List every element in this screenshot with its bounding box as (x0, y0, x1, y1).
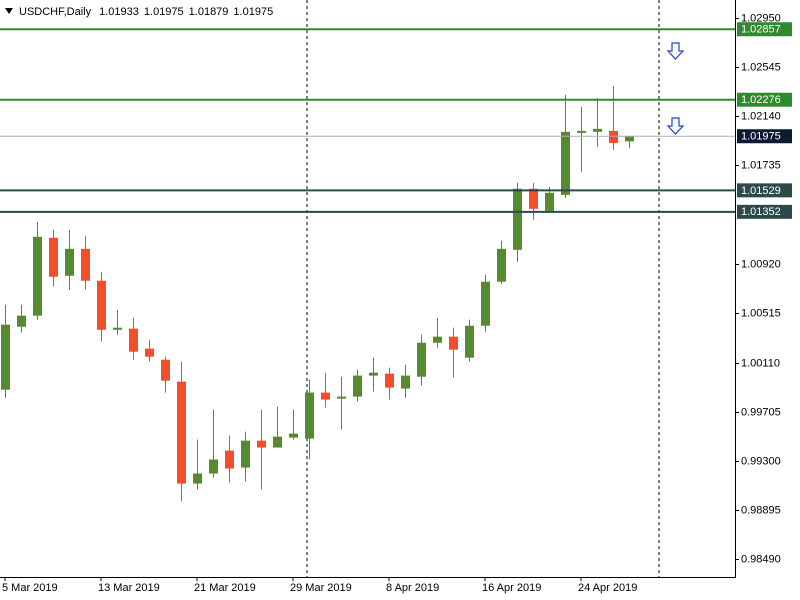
y-tick-label: 1.00920 (741, 258, 781, 270)
candle-body (33, 236, 42, 316)
candle-body (481, 281, 490, 326)
y-tick-label: 1.00110 (741, 357, 780, 369)
chart-header: USDCHF,Daily 1.01933 1.01975 1.01879 1.01975 (19, 6, 273, 18)
candle-body (561, 131, 570, 195)
level-label: 1.02276 (741, 94, 781, 106)
x-tick-label: 8 Apr 2019 (386, 582, 439, 594)
candle-body (65, 248, 74, 276)
candle-body (209, 459, 218, 474)
candle-body (289, 433, 298, 438)
chart-title: USDCHF,Daily (19, 6, 92, 18)
candle-body (609, 130, 618, 143)
menu-triangle[interactable] (5, 8, 13, 14)
header-close: 1.01975 (233, 6, 273, 18)
y-tick-label: 0.98490 (741, 553, 781, 565)
candle-body (273, 436, 282, 448)
level-label: 1.01529 (741, 185, 781, 197)
candle-body (513, 188, 522, 250)
candle-body (241, 440, 250, 468)
y-tick-label: 1.02545 (741, 61, 781, 73)
candle-body (161, 359, 170, 381)
header-open: 1.01933 (99, 6, 139, 18)
candle-body (369, 372, 378, 376)
down-arrow (666, 42, 685, 60)
y-tick-label: 1.00515 (741, 307, 781, 319)
candle-body (1, 324, 10, 390)
candle-body (593, 128, 602, 132)
candle-body (17, 315, 26, 327)
candle-body (225, 450, 234, 469)
y-tick-label: 0.99300 (741, 455, 781, 467)
x-tick-label: 16 Apr 2019 (482, 582, 541, 594)
candle-body (257, 440, 266, 448)
level-label-bg (737, 92, 792, 107)
candle-body (433, 336, 442, 343)
x-tick-label: 13 Mar 2019 (98, 582, 160, 594)
candle-body (321, 392, 330, 400)
candle-body (401, 375, 410, 389)
candle-body (625, 136, 634, 142)
candle-body (545, 192, 554, 211)
y-tick-label: 0.98895 (741, 504, 781, 516)
level-label-bg (737, 183, 792, 198)
candle-body (113, 327, 122, 330)
y-tick-label: 0.99705 (741, 406, 781, 418)
candle-body (529, 188, 538, 209)
candle-body (177, 381, 186, 484)
level-label-bg (737, 22, 792, 37)
candle-body (497, 248, 506, 282)
candle-body (337, 396, 346, 399)
level-label-bg (737, 129, 792, 144)
y-tick-label: 1.01735 (741, 159, 781, 171)
candle-body (305, 392, 314, 439)
candle-body (145, 348, 154, 357)
x-tick-label: 5 Mar 2019 (2, 582, 58, 594)
candle-body (193, 473, 202, 484)
candle-body (129, 328, 138, 352)
candle-body (385, 373, 394, 388)
down-arrow (666, 117, 685, 135)
candle-body (97, 280, 106, 330)
x-tick-label: 24 Apr 2019 (578, 582, 637, 594)
candle-body (449, 336, 458, 350)
y-tick-label: 1.02140 (741, 110, 781, 122)
candle-body (465, 325, 474, 358)
x-tick-label: 29 Mar 2019 (290, 582, 352, 594)
candle-body (577, 130, 586, 133)
y-tick-label: 1.02950 (741, 12, 781, 24)
candle-body (417, 342, 426, 377)
header-high: 1.01975 (144, 6, 184, 18)
candle-body (81, 248, 90, 281)
candle-body (49, 237, 58, 277)
candle-body (353, 375, 362, 397)
level-label-bg (737, 204, 792, 219)
level-label: 1.02857 (741, 24, 781, 36)
header-low: 1.01879 (189, 6, 229, 18)
x-tick-label: 21 Mar 2019 (194, 582, 256, 594)
level-label: 1.01352 (741, 206, 781, 218)
level-label: 1.01975 (741, 131, 781, 143)
